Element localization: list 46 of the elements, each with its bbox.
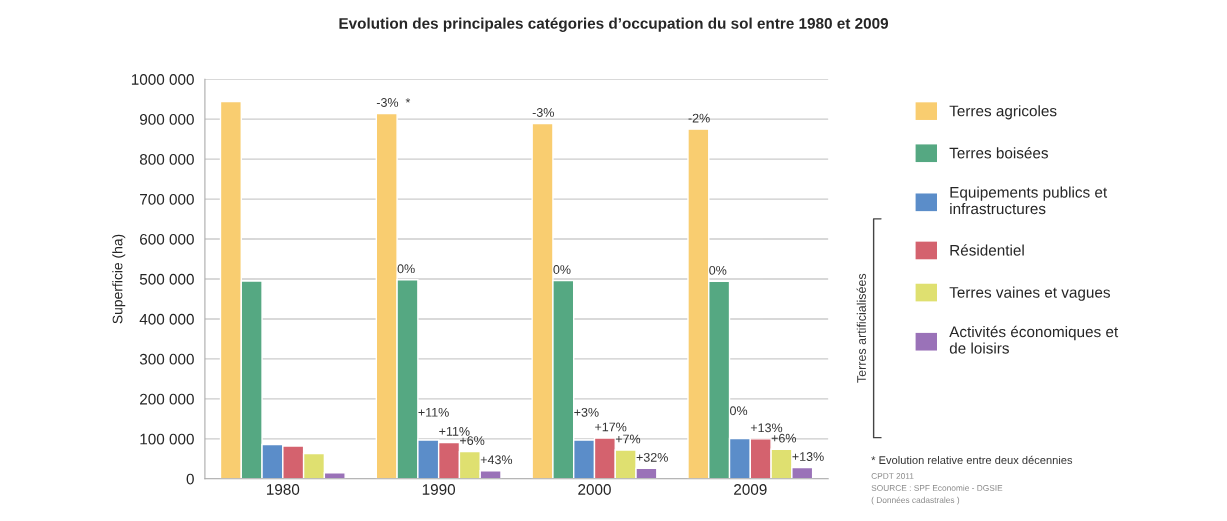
x-tick-label: 1990 [422, 484, 456, 495]
y-tick-label: 600 000 [140, 233, 194, 245]
y-tick-label: 700 000 [140, 193, 194, 205]
x-tick-label: 2009 [734, 484, 767, 495]
source-note: SOURCE : SPF Economie - DGSIE [871, 484, 1003, 491]
annotation: -2% [688, 113, 710, 123]
x-tick-label: 2000 [578, 484, 611, 495]
legend-label: Activités économiques et de loisirs [949, 325, 1119, 354]
y-axis-title: Superficie (ha) [112, 234, 126, 324]
legend-label: Résidentiel [950, 244, 1024, 256]
annotation: +11% [418, 407, 449, 417]
annotation: +32% [636, 452, 668, 462]
legend-label: Terres agricoles [949, 105, 1057, 120]
x-tick-label: 1980 [267, 484, 300, 495]
annotation: 0% [397, 264, 415, 274]
annotation: +3% [574, 407, 599, 417]
text: * Evolution relative entre deux décennies [871, 455, 1073, 465]
y-tick-label: 400 000 [139, 313, 194, 325]
annotation: +17% [595, 422, 627, 432]
legend-label: Terres vaines et vagues [949, 286, 1110, 301]
annotation: 0% [730, 406, 748, 416]
y-tick-label: 100 000 [140, 433, 194, 445]
y-tick-label: 900 000 [139, 114, 194, 125]
y-tick-label: 200 000 [140, 393, 194, 405]
annotation: +43% [480, 455, 513, 465]
annotation: +6% [771, 433, 797, 443]
y-tick-label: 300 000 [139, 353, 194, 365]
legend-label: Terres boisées [949, 147, 1048, 159]
text: ( Données cadastrales ) [871, 496, 960, 505]
annotation: +13% [792, 452, 824, 461]
text: CPDT 2011 [871, 473, 914, 479]
y-tick-label: 800 000 [139, 153, 194, 165]
annotation: -3% * [376, 98, 411, 107]
text: Terres artificialisées [856, 273, 866, 383]
legend-label: Equipements publics et infrastructures [950, 186, 1108, 215]
y-tick-label: 1000 000 [131, 74, 194, 85]
annotation: +6% [460, 436, 485, 445]
y-tick-label: 0 [186, 473, 194, 485]
annotation: +13% [750, 423, 783, 433]
annotation: -3% [532, 108, 554, 117]
annotation: 0% [709, 265, 727, 275]
annotation: +11% [439, 427, 470, 436]
chart-title: Evolution des principales catégories d’occupation du sol entre 1980 et 2009 [339, 17, 889, 32]
annotation: 0% [553, 265, 571, 274]
y-tick-label: 500 000 [139, 273, 194, 285]
annotation: +7% [615, 434, 641, 444]
